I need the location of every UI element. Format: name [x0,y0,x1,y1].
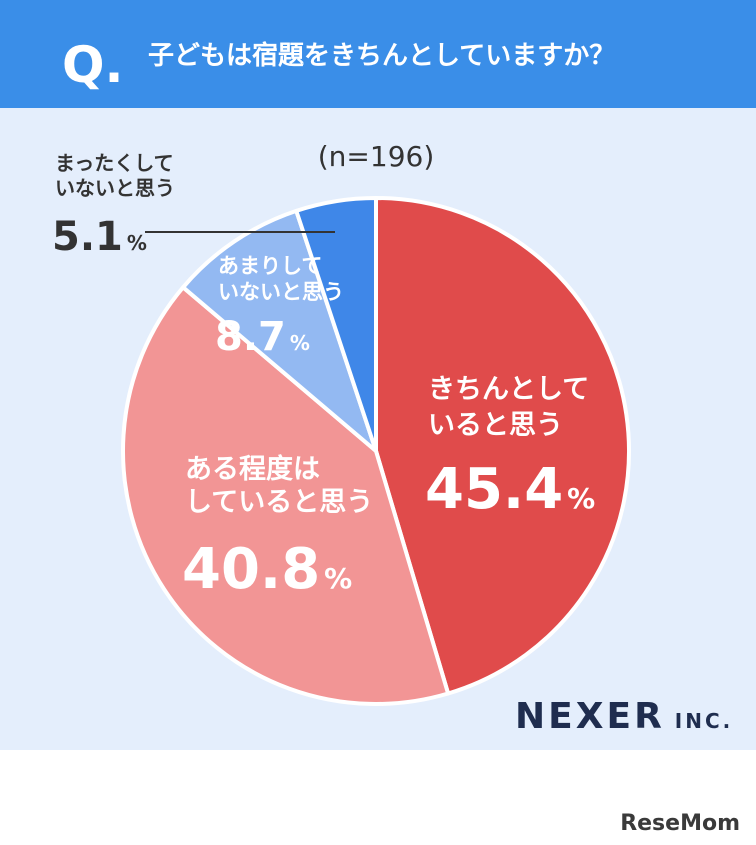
category-label: いないと思う [218,280,344,304]
value-label: 8.7% [215,314,310,360]
pie [121,196,631,706]
pie-slice [181,208,378,453]
value-unit: % [290,331,310,355]
pie-slice [121,285,451,706]
value-unit: % [127,231,147,255]
source-logo: ReseMom [620,811,740,836]
value-unit: % [567,482,595,515]
question-mark: Q. [62,36,124,94]
category-label: いると思う [428,410,563,441]
chart-title: 子どもは宿題をきちんとしていますか？ [148,40,615,71]
value-number: 40.8 [182,537,320,602]
category-label: ある程度は [185,453,320,485]
value-label: 45.4% [425,457,595,522]
value-label: 5.1% [52,214,147,260]
value-label: 40.8% [182,537,352,602]
pie-slice [374,196,631,696]
value-unit: % [324,562,352,595]
category-label: していると思う [185,487,373,518]
pie-slice [294,196,378,453]
brand-suffix: INC. [675,709,733,733]
header-band [0,0,756,108]
value-number: 5.1 [52,214,123,260]
value-number: 8.7 [215,314,286,360]
category-label: まったくして [55,151,174,175]
brand: NEXER INC. [515,696,733,737]
category-label: あまりして [218,254,322,278]
category-label: いないと思う [55,176,175,200]
category-label: きちんとして [428,374,589,405]
chart-subtitle: (n=196) [318,140,435,173]
brand-name: NEXER [515,696,665,737]
value-number: 45.4 [425,457,563,522]
